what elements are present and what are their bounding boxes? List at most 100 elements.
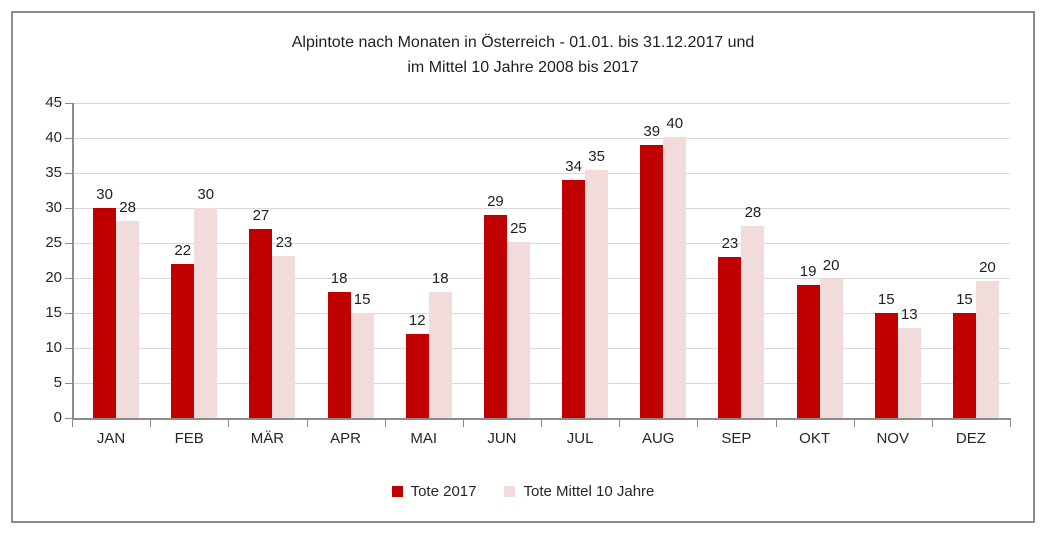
x-axis-line [72,418,1011,420]
x-axis-tick-mark [541,420,542,427]
bar-label-tote-mittel-10-jahre-NOV: 13 [900,305,918,323]
x-axis-tick-mark [150,420,152,427]
x-axis-tick-mark [1010,420,1011,427]
bar-tote-2017-FEB [171,264,195,418]
bar-tote-2017-MÄR [249,229,273,418]
bar-tote-2017-JUL [562,180,586,418]
y-axis-tick-mark [65,173,72,174]
bar-label-tote-2017-MAI: 12 [408,312,426,329]
bar-label-tote-mittel-10-jahre-MÄR: 23 [275,234,293,252]
bar-label-tote-mittel-10-jahre-DEZ: 20 [979,258,996,276]
x-axis-label-APR: APR [330,430,361,447]
bar-label-tote-mittel-10-jahre-FEB: 30 [197,186,215,203]
bar-label-tote-mittel-10-jahre-OKT: 20 [822,256,840,274]
x-axis-label-AUG: AUG [641,430,675,447]
legend-label: Tote 2017 [410,483,477,500]
bar-label-tote-2017-FEB: 22 [174,242,192,259]
bar-label-tote-2017-DEZ: 15 [956,291,973,308]
chart-area: Alpintote nach Monaten in Österreich - 0… [13,13,1033,521]
bar-label-tote-2017-AUG: 39 [643,123,661,140]
bar-tote-mittel-10-jahre-AUG [663,137,687,418]
bar-tote-mittel-10-jahre-DEZ [975,280,999,418]
bar-label-tote-mittel-10-jahre-AUG: 40 [666,115,684,133]
y-axis-tick-mark [65,348,72,349]
bar-label-tote-2017-OKT: 19 [799,263,817,280]
y-axis-tick-mark [65,383,72,384]
y-axis-tick-label-30: 30 [45,199,62,216]
x-axis-tick-mark [72,420,73,427]
bar-tote-2017-JUN [483,215,507,418]
chart-title: Alpintote nach Monaten in Österreich - 0… [13,30,1033,80]
bar-tote-2017-DEZ [952,313,976,418]
chart-title-line1: Alpintote nach Monaten in Österreich - 0… [291,34,755,51]
y-axis-tick-mark [65,243,72,244]
y-axis-tick-label-0: 0 [53,409,62,426]
bar-tote-mittel-10-jahre-APR [350,313,374,418]
y-axis-tick-mark [65,138,72,139]
gridline-40 [72,138,1010,139]
x-axis-tick-mark [462,420,464,427]
gridline-20 [72,278,1010,279]
y-axis-tick-label-25: 25 [45,234,62,251]
bar-tote-2017-JAN [93,208,117,418]
y-axis-tick-label-5: 5 [53,374,62,391]
chart-frame: Alpintote nach Monaten in Österreich - 0… [11,11,1035,523]
x-axis-label-JAN: JAN [96,430,126,447]
bar-label-tote-2017-MÄR: 27 [252,207,270,224]
chart-title-line2: im Mittel 10 Jahre 2008 bis 2017 [407,59,639,76]
y-axis-line [72,103,74,420]
bar-label-tote-2017-JUN: 29 [487,193,504,210]
x-axis-tick-mark [853,420,855,427]
legend-swatch-icon [504,486,516,497]
bar-tote-mittel-10-jahre-MAI [428,292,452,418]
x-axis-tick-mark [306,420,308,427]
bar-label-tote-2017-APR: 18 [330,270,348,287]
gridline-45 [72,103,1010,104]
x-axis-tick-mark [697,420,699,427]
bar-label-tote-mittel-10-jahre-APR: 15 [353,291,371,308]
y-axis-tick-label-20: 20 [45,269,62,286]
bar-label-tote-2017-JAN: 30 [96,186,113,203]
y-axis-tick-label-40: 40 [45,129,62,146]
y-axis-tick-label-45: 45 [45,94,62,111]
x-axis-tick-mark [775,420,777,427]
y-axis-tick-mark [65,313,72,314]
bar-tote-mittel-10-jahre-FEB [194,208,218,418]
x-axis-tick-mark [931,420,933,427]
y-axis-tick-mark [65,278,72,279]
bar-tote-2017-APR [327,292,351,418]
x-axis-label-MAI: MAI [410,430,438,447]
x-axis-label-JUL: JUL [566,430,594,447]
y-axis-tick-mark [65,208,72,209]
x-axis-tick-mark [619,420,621,427]
x-axis-tick-mark [228,420,230,427]
bar-label-tote-mittel-10-jahre-SEP: 28 [744,203,762,221]
gridline-5 [72,383,1010,384]
legend-swatch-icon [391,486,403,497]
gridline-30 [72,208,1010,209]
y-axis-tick-mark [65,103,72,104]
gridline-35 [72,173,1010,174]
x-axis-label-MÄR: MÄR [250,430,285,447]
bar-tote-mittel-10-jahre-NOV [897,327,921,418]
bar-tote-mittel-10-jahre-JUN [506,241,530,418]
legend: Tote 2017 Tote Mittel 10 Jahre [13,483,1033,500]
x-axis-label-SEP: SEP [721,430,752,447]
bar-label-tote-mittel-10-jahre-MAI: 18 [431,270,449,287]
bar-tote-2017-MAI [405,334,429,418]
x-axis-label-NOV: NOV [876,430,909,447]
bar-label-tote-mittel-10-jahre-JAN: 28 [119,198,136,216]
bar-tote-mittel-10-jahre-OKT [819,278,843,418]
bar-tote-2017-SEP [718,257,742,418]
bar-tote-mittel-10-jahre-JUL [585,170,609,418]
x-axis-label-OKT: OKT [799,430,830,447]
legend-item-tote-2017: Tote 2017 [391,483,477,500]
y-axis-tick-label-10: 10 [45,339,62,356]
y-axis-tick-label-15: 15 [45,304,62,321]
gridline-10 [72,348,1010,349]
bar-tote-mittel-10-jahre-SEP [741,225,765,418]
x-axis-label-DEZ: DEZ [955,430,986,447]
legend-label: Tote Mittel 10 Jahre [523,483,655,500]
bar-tote-2017-OKT [796,285,820,418]
x-axis-label-FEB: FEB [174,430,204,447]
